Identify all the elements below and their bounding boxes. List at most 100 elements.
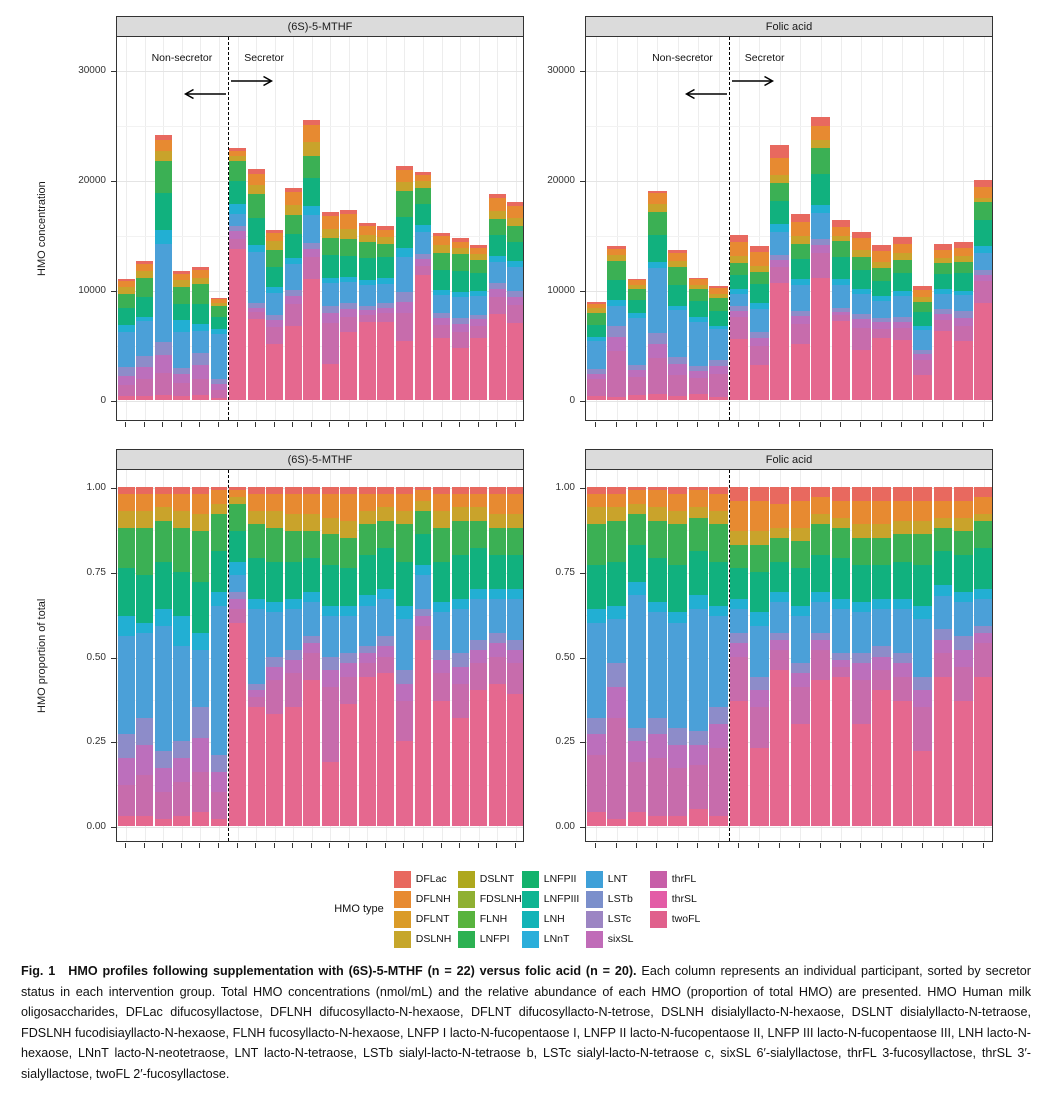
DFLNH-segment <box>872 251 892 262</box>
v-gridline <box>759 37 761 420</box>
y-tick-mark <box>111 827 116 828</box>
thrFL-segment <box>688 378 708 394</box>
stacked-bar-2 <box>607 487 626 827</box>
DFLNH-segment <box>974 497 992 515</box>
DSLNH/DFLNT-segment <box>303 141 321 156</box>
LSTb/LSTc-segment <box>933 629 953 640</box>
LSTb/LSTc-segment <box>507 639 523 650</box>
LNT-segment <box>688 321 708 366</box>
legend-column: LNFPII LNFPIII LNH LNnT <box>521 869 586 949</box>
DFLac-segment <box>229 148 246 151</box>
right-arrow-icon <box>731 75 777 87</box>
x-tick-mark <box>440 422 442 427</box>
LNnT/LNH-segment <box>340 605 358 616</box>
LSTb/LSTc-segment <box>872 317 892 323</box>
secretor-divider <box>728 37 730 420</box>
DFLac-segment <box>229 487 246 491</box>
LNFPII/LNFPIII-segment <box>117 568 135 616</box>
LNFPII/LNFPIII-segment <box>668 564 688 613</box>
twoFL-segment <box>668 815 688 827</box>
LSTb/LSTc-segment <box>852 314 871 320</box>
thrFL-segment <box>266 326 284 344</box>
LSTb/LSTc-segment <box>586 368 606 374</box>
LNFPI/FLNH-segment <box>770 537 790 562</box>
LNnT/LNH-segment <box>770 592 790 603</box>
DSLNH/DFLNT-segment <box>913 520 932 535</box>
sixSL-segment <box>688 744 708 765</box>
DFLac-segment <box>433 487 450 494</box>
y-tick-label: 30000 <box>547 65 575 76</box>
twoFL-segment <box>284 325 302 400</box>
y-tick-label: 0.50 <box>86 651 106 663</box>
x-tick-mark <box>799 422 801 427</box>
x-tick-mark <box>921 843 923 848</box>
LNFPII/LNFPIII-segment <box>770 200 790 224</box>
v-gridline <box>943 37 944 420</box>
DFLNH-segment <box>729 241 749 257</box>
DFLac-segment <box>488 194 506 199</box>
LSTb/LSTc-segment <box>377 636 395 647</box>
LNT-segment <box>831 284 851 308</box>
DSLNH/DFLNT-segment <box>974 197 992 202</box>
sixSL-segment <box>173 374 191 384</box>
x-tick-mark <box>676 422 678 427</box>
x-tick-mark <box>921 422 923 427</box>
legend-label: DFLNT <box>415 913 450 925</box>
thrFL-segment <box>191 771 209 813</box>
stacked-bar-3 <box>154 487 172 827</box>
twoFL-segment <box>247 319 265 400</box>
legend-label: DSLNT <box>479 873 515 885</box>
LNT-segment <box>358 284 376 307</box>
DSLNH/DFLNT-segment <box>627 503 647 515</box>
y-tick-label: 0.25 <box>555 736 575 748</box>
stacked-bar-5 <box>668 250 688 400</box>
LNFPI/FLNH-segment <box>303 531 321 559</box>
legend-item: LNFPIII <box>521 889 586 909</box>
twoFL-segment <box>729 338 749 400</box>
stacked-bar-17 <box>913 285 932 400</box>
DSLNH/DFLNT-segment <box>913 297 932 302</box>
stacked-bar-17 <box>913 487 932 826</box>
LNnT/LNH-segment <box>395 247 413 258</box>
LNFPII/LNFPIII-segment <box>811 554 830 593</box>
DFLac-segment <box>451 238 469 242</box>
twoFL-segment <box>210 397 228 400</box>
twoFL-segment <box>811 278 830 401</box>
sixSL-segment <box>507 297 523 305</box>
LNT-segment <box>414 231 432 255</box>
DFLNH-segment <box>709 493 728 511</box>
DFLac-segment <box>433 232 450 237</box>
DFLNH-segment <box>892 500 912 521</box>
thrFL-segment <box>648 358 667 394</box>
LNFPII/LNFPIII-segment <box>117 308 135 325</box>
stacked-bar-12 <box>321 487 339 826</box>
DFLNH-segment <box>154 140 172 151</box>
x-tick-mark <box>901 422 903 427</box>
thrFL-segment <box>173 383 191 397</box>
LNFPI/FLNH-segment <box>607 520 626 562</box>
DFLNH-segment <box>586 304 606 308</box>
LNFPI/FLNH-segment <box>488 219 506 236</box>
sixSL-segment <box>414 258 432 266</box>
thrFL-segment <box>688 765 708 810</box>
LNnT/LNH-segment <box>321 605 339 616</box>
x-tick-mark <box>329 843 331 848</box>
DFLac-segment <box>974 487 992 498</box>
x-tick-mark <box>218 422 219 427</box>
x-tick-mark <box>459 843 461 848</box>
LNFPI/FLNH-segment <box>668 524 688 565</box>
DSLNH/DFLNT-segment <box>340 229 358 239</box>
LNFPI/FLNH-segment <box>358 242 376 259</box>
DFLac-segment <box>284 187 302 192</box>
stacked-bar-16 <box>892 237 912 400</box>
LNT-segment <box>974 252 992 271</box>
x-tick-mark <box>218 843 219 848</box>
sixSL-segment <box>729 310 749 318</box>
thrFL-segment <box>852 680 871 725</box>
DFLac-segment <box>811 487 830 498</box>
sixSL-segment <box>586 373 606 380</box>
twoFL-segment <box>750 748 769 827</box>
LSTb/LSTc-segment <box>627 727 647 742</box>
LNFPI/FLNH-segment <box>266 527 284 562</box>
LSTb/LSTc-segment <box>340 303 358 309</box>
